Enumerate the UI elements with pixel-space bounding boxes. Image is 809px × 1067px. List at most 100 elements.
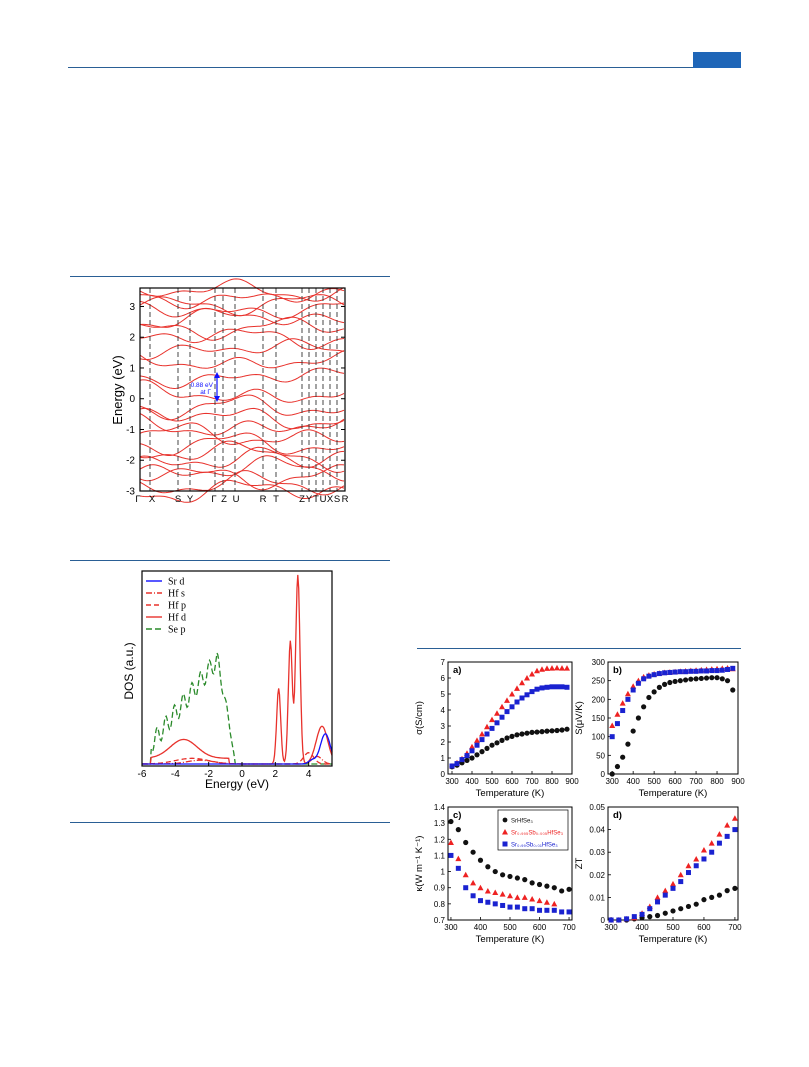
data-point-square [716,840,722,846]
data-point-triangle [494,710,500,716]
band-ytick-label: 3 [129,302,135,313]
data-point-square [693,863,699,869]
band-kpoint-label: Γ [135,494,140,505]
panel-ytick-label: 100 [592,733,606,742]
figure1-rule [70,276,390,277]
data-point-circle [625,741,631,747]
panel-xtick-label: 500 [503,923,517,932]
band-yticks: 3 2 1 0 -1 -2 -3 [126,302,345,498]
valence-band [139,413,345,436]
valence-band [139,432,345,456]
data-point-circle [474,752,480,758]
data-point-square [544,907,550,913]
panel-xtick-label: 500 [485,777,499,786]
gap-label-2: at Γ [200,389,211,396]
dos-xtick-label: 4 [306,769,312,780]
data-point-square [655,899,661,905]
data-point-square [485,899,491,905]
conduction-band [139,328,345,351]
data-point-circle [469,755,475,761]
conduction-band [139,294,345,317]
data-point-square [724,833,730,839]
data-point-triangle [619,700,626,706]
data-point-square [608,917,614,923]
panel-xtick-label: 300 [444,923,458,932]
data-point-circle [641,704,647,710]
data-point-square [549,684,555,690]
panel-ylabel: κ(W m⁻¹ K⁻¹) [414,836,425,892]
band-ylabel: Energy (eV) [110,355,125,424]
data-point-square [534,686,540,692]
data-point-square [709,849,715,855]
data-point-square [524,692,530,698]
data-point-square [539,685,545,691]
data-point-circle [688,676,694,682]
dos-legend-label: Sr d [168,577,184,588]
data-point-square [651,672,657,678]
data-point-circle [635,715,642,721]
data-point-triangle [685,862,692,869]
data-point-square [683,669,689,675]
panel-xtick-label: 500 [647,777,661,786]
data-point-circle [559,888,565,894]
panel-ytick-label: 0.04 [589,826,605,835]
data-point-square [500,902,506,908]
data-point-square [514,904,520,910]
data-point-square [730,665,736,671]
data-point-triangle [551,900,558,907]
data-point-circle [489,742,495,748]
band-ytick-label: 0 [129,394,135,405]
valence-band [139,446,345,473]
data-point-square [685,870,691,876]
data-point-circle [709,675,715,681]
panel-ytick-label: 50 [596,751,605,760]
data-point-square [624,916,630,922]
panel-xtick-label: 700 [562,923,576,932]
data-point-square [529,906,535,912]
data-point-circle [529,880,535,886]
data-point-circle [539,729,545,735]
data-point-square [647,906,653,912]
panel-ytick-label: 0 [601,916,606,925]
band-kpoint-label: Y [187,494,194,505]
panel-ytick-label: 0.7 [434,916,446,925]
panel-tag: a) [453,665,461,676]
data-point-square [614,721,620,727]
panel-xtick-label: 300 [445,777,459,786]
data-point-circle [672,678,678,685]
panel-xlabel: Temperature (K) [639,788,708,799]
data-point-square [677,669,683,675]
data-point-circle [519,731,525,737]
band-kpoint-label: T [273,494,279,505]
panel-ytick-label: 300 [592,658,606,667]
data-point-square [667,669,673,675]
panel-xtick-label: 600 [697,923,711,932]
data-point-circle [470,849,476,855]
data-point-square [566,909,572,915]
data-point-square [514,699,520,705]
gap-label-1: 0.88 eV [191,382,214,389]
data-point-circle [716,892,723,898]
panel-xtick-label: 400 [635,923,649,932]
data-point-circle [544,883,550,889]
data-point-triangle [693,855,700,862]
panel-xtick-label: 700 [525,777,539,786]
legend-label: Sr₀.₉₉Sb₀.₀₁HfSe₃ [511,843,558,849]
data-point-square [709,668,715,674]
data-point-square [662,892,668,898]
data-point-circle [504,735,510,741]
data-point-triangle [479,731,485,737]
data-point-square [554,684,560,690]
dos-legend-label: Hf p [168,601,186,612]
data-point-circle [551,885,557,891]
data-point-circle [536,881,543,888]
band-lines [139,278,345,503]
data-point-triangle [544,665,550,671]
data-point-circle [614,763,621,770]
panel-c-plot: 0.7 0.8 0.9 1 1.1 1.2 1.3 1.4 300 400 500 600 700 Tem… [414,803,576,945]
band-ytick-label: -3 [126,487,135,498]
panel-ytick-label: 250 [592,677,606,686]
data-point-triangle [514,894,521,900]
data-point-triangle [708,840,715,846]
